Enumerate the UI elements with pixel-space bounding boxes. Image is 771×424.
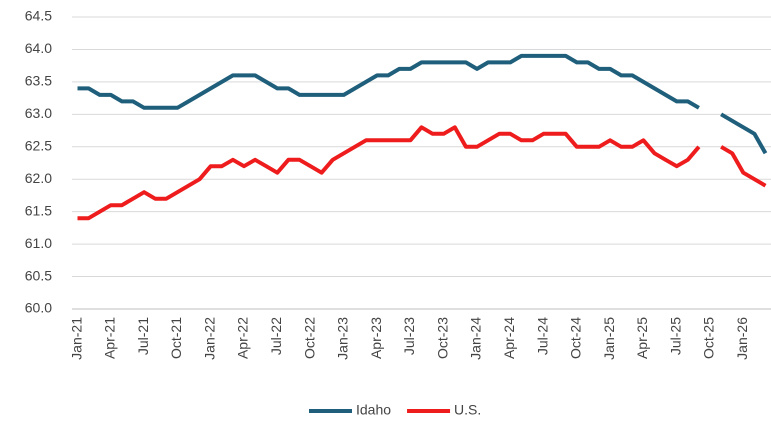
y-tick-label: 64.5 [25,8,52,24]
x-tick-label: Jan-26 [734,317,750,360]
x-tick-label: Jan-21 [68,317,84,360]
y-tick-label: 60.0 [25,300,52,316]
legend-label: U.S. [454,402,481,418]
x-tick-label: Apr-24 [501,317,517,359]
x-tick-label: Jul-23 [401,317,417,355]
x-tick-label: Jan-25 [601,317,617,360]
x-tick-label: Jan-22 [201,317,217,360]
x-tick-label: Oct-22 [301,317,317,359]
x-tick-label: Oct-21 [168,317,184,359]
y-tick-label: 63.0 [25,105,52,121]
y-tick-label: 61.5 [25,202,52,218]
y-tick-label: 63.5 [25,73,52,89]
line-series [77,53,768,155]
x-tick-label: Apr-23 [368,317,384,359]
x-tick-label: Oct-23 [434,317,450,359]
x-tick-label: Apr-21 [102,317,118,359]
x-tick-label: Jul-21 [135,317,151,355]
y-tick-label: 64.0 [25,40,52,56]
x-tick-label: Jul-25 [667,317,683,355]
line-series [77,125,767,221]
x-tick-label: Jan-24 [468,317,484,360]
y-tick-label: 62.5 [25,137,52,153]
x-tick-label: Oct-25 [701,317,717,359]
x-tick-label: Jan-23 [335,317,351,360]
y-tick-label: 60.5 [25,267,52,283]
x-tick-label: Oct-24 [568,317,584,359]
x-tick-label: Jul-22 [268,317,284,355]
y-tick-label: 61.0 [25,235,52,251]
legend-label: Idaho [356,402,391,418]
x-tick-label: Apr-25 [634,317,650,359]
y-tick-label: 62.0 [25,170,52,186]
x-tick-label: Jul-24 [534,317,550,355]
x-tick-label: Apr-22 [235,317,251,359]
